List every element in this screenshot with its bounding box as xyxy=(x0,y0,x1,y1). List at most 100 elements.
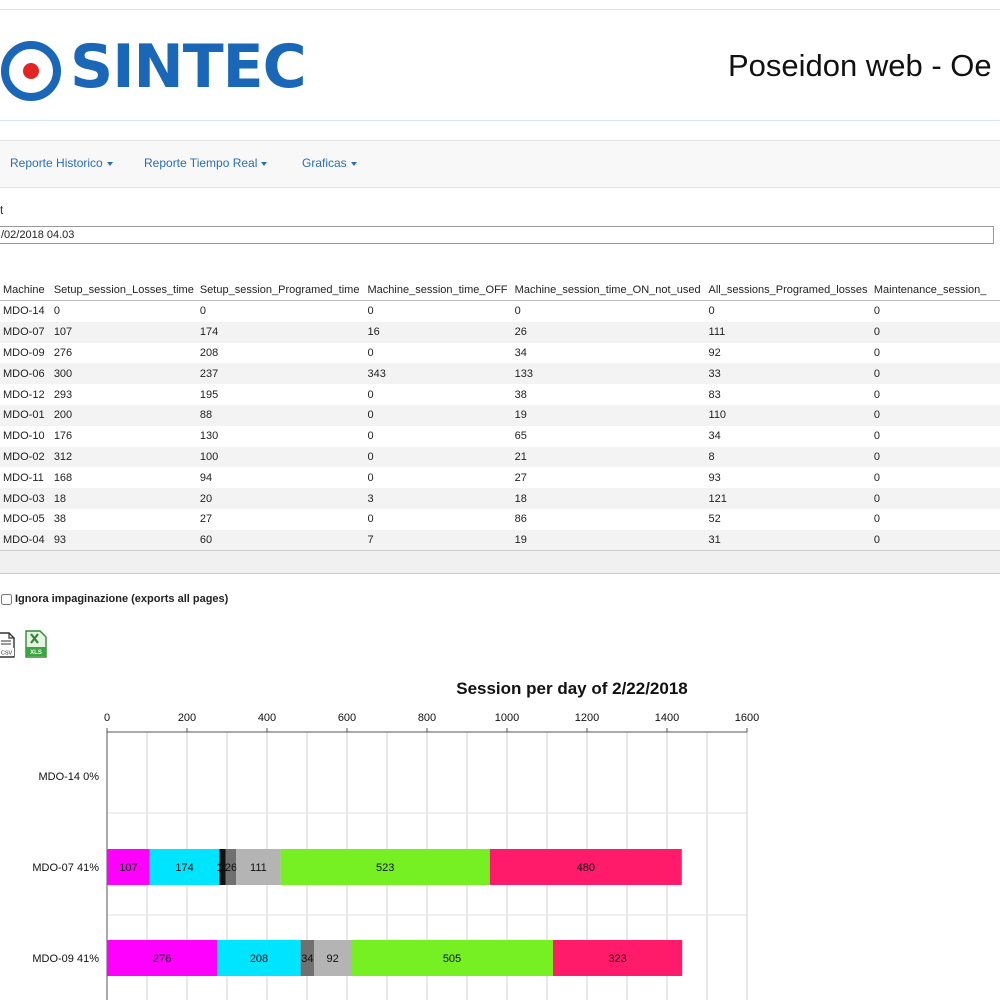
bar-data-label: 505 xyxy=(443,953,461,965)
bar-segment xyxy=(107,849,150,885)
value-cell: 93 xyxy=(708,471,721,484)
column-header[interactable]: Machine_session_time_OFF xyxy=(364,280,512,301)
bar-segment xyxy=(280,849,490,885)
date-label: t xyxy=(0,203,4,217)
sintec-logo: SINTEC xyxy=(0,32,307,102)
session-chart: Session per day of 2/22/2018 0 200 400 600 8… xyxy=(32,679,759,1000)
x-tick-label: 1600 xyxy=(735,712,759,724)
value-cell: 110 xyxy=(705,404,871,426)
value-cell: 83 xyxy=(708,388,721,401)
value-cell: 60 xyxy=(196,529,365,551)
value-cell: 312 xyxy=(50,446,197,468)
nav-label: Reporte Tiempo Real xyxy=(144,156,258,170)
value-cell: 0 xyxy=(367,513,374,526)
value-cell: 200 xyxy=(50,404,197,426)
value-cell: 19 xyxy=(511,404,706,426)
csv-export-icon[interactable]: CSV xyxy=(0,632,16,658)
value-cell: 8 xyxy=(705,446,871,468)
machine-cell: MDO-09 xyxy=(3,346,45,359)
nav-reporte-historico[interactable]: Reporte Historico xyxy=(10,156,113,170)
nav-reporte-tiempo-real[interactable]: Reporte Tiempo Real xyxy=(144,156,268,170)
x-tick-label: 400 xyxy=(258,712,276,724)
nav-label: Reporte Historico xyxy=(10,156,103,170)
nav-label: Graficas xyxy=(302,156,347,170)
table-row[interactable]: MDO-04 93 60 7 19 31 0 xyxy=(0,529,1000,551)
column-header[interactable]: Machine_session_time_ON_not_used xyxy=(511,280,706,301)
bar-data-label: 276 xyxy=(153,953,171,965)
table-row[interactable]: MDO-01 200 88 0 19 110 0 xyxy=(0,404,1000,426)
value-cell: 0 xyxy=(367,346,374,359)
value-cell: 0 xyxy=(873,430,880,443)
value-cell: 38 xyxy=(53,513,67,526)
x-tick-label: 200 xyxy=(178,712,196,724)
bar-data-label: 208 xyxy=(250,953,268,965)
table-row[interactable]: MDO-03 18 20 3 18 121 0 xyxy=(0,488,1000,509)
bar-segment xyxy=(300,940,315,976)
ignore-pagination-checkbox[interactable] xyxy=(1,593,12,605)
value-cell: 100 xyxy=(196,446,365,468)
value-cell: 130 xyxy=(199,430,219,443)
column-header[interactable]: All_sessions_Programed_losses xyxy=(705,280,871,301)
value-cell: 0 xyxy=(367,305,374,318)
machine-cell: MDO-10 xyxy=(3,430,45,443)
column-header[interactable]: Setup_session_Losses_time xyxy=(50,280,197,301)
date-input[interactable] xyxy=(0,226,994,244)
value-cell: 31 xyxy=(705,529,871,551)
bar-data-label: 174 xyxy=(175,862,193,874)
value-cell: 293 xyxy=(53,388,73,401)
table-footer-bar xyxy=(0,550,1000,574)
bar-data-label: 323 xyxy=(608,953,626,965)
machine-cell: MDO-12 xyxy=(3,388,45,401)
machine-cell: MDO-01 xyxy=(0,404,51,426)
bar-segment xyxy=(351,940,553,976)
value-cell: 176 xyxy=(53,430,73,443)
value-cell: 0 xyxy=(870,363,1000,385)
value-cell: 0 xyxy=(514,305,521,318)
x-tick-label: 1200 xyxy=(575,712,599,724)
column-header[interactable]: Setup_session_Programed_time xyxy=(196,280,365,301)
x-tick-label: 600 xyxy=(338,712,356,724)
nav-graficas[interactable]: Graficas xyxy=(302,156,357,170)
value-cell: 93 xyxy=(50,529,197,551)
value-cell: 208 xyxy=(199,346,219,359)
xls-export-icon[interactable]: XLS xyxy=(24,630,48,658)
value-cell: 0 xyxy=(199,305,206,318)
machine-cell: MDO-04 xyxy=(0,529,51,551)
value-cell: 237 xyxy=(196,363,365,385)
bar-data-label: 480 xyxy=(577,862,595,874)
column-header[interactable]: Maintenance_session_ xyxy=(870,280,1000,301)
value-cell: 276 xyxy=(53,346,73,359)
value-cell: 0 xyxy=(873,513,880,526)
table-row[interactable]: MDO-09 276 208 0 34 92 0 xyxy=(0,343,1000,364)
bar-segment xyxy=(489,849,682,885)
value-cell: 18 xyxy=(511,488,706,509)
table-row[interactable]: MDO-06 300 237 343 133 33 0 xyxy=(0,363,1000,385)
bar-data-label: 16 xyxy=(216,862,228,874)
table-row[interactable]: MDO-05 38 27 0 86 52 0 xyxy=(0,509,1000,530)
table-row[interactable]: MDO-11 168 94 0 27 93 0 xyxy=(0,467,1000,488)
data-table: Machine Setup_session_Losses_time Setup_… xyxy=(0,280,1000,551)
chart-title: Session per day of 2/22/2018 xyxy=(456,679,688,698)
value-cell: 94 xyxy=(199,471,213,484)
value-cell: 0 xyxy=(708,305,715,318)
value-cell: 0 xyxy=(364,404,512,426)
table-header-row: Machine Setup_session_Losses_time Setup_… xyxy=(0,280,1000,301)
value-cell: 92 xyxy=(708,346,721,359)
table-row[interactable]: MDO-02 312 100 0 21 8 0 xyxy=(0,446,1000,468)
value-cell: 0 xyxy=(870,321,1000,343)
chart-x-axis: 0 200 400 600 800 1000 1200 1400 1600 xyxy=(104,712,759,732)
logo-ring-icon xyxy=(1,41,61,101)
table-row[interactable]: MDO-10 176 130 0 65 34 0 xyxy=(0,426,1000,447)
table-row[interactable]: MDO-07 107 174 16 26 111 0 xyxy=(0,321,1000,343)
table-row[interactable]: MDO-14 0 0 0 0 0 0 xyxy=(0,301,1000,322)
value-cell: 34 xyxy=(708,430,721,443)
data-table-container: Machine Setup_session_Losses_time Setup_… xyxy=(0,280,1000,572)
machine-cell: MDO-05 xyxy=(3,513,45,526)
table-row[interactable]: MDO-12 293 195 0 38 83 0 xyxy=(0,384,1000,405)
header: SINTEC Poseidon web - Oe xyxy=(0,10,1000,121)
value-cell: 34 xyxy=(514,346,527,359)
column-header[interactable]: Machine xyxy=(0,280,51,301)
bar-data-label: 92 xyxy=(326,953,338,965)
export-options: Ignora impaginazione (exports all pages) xyxy=(0,593,228,605)
